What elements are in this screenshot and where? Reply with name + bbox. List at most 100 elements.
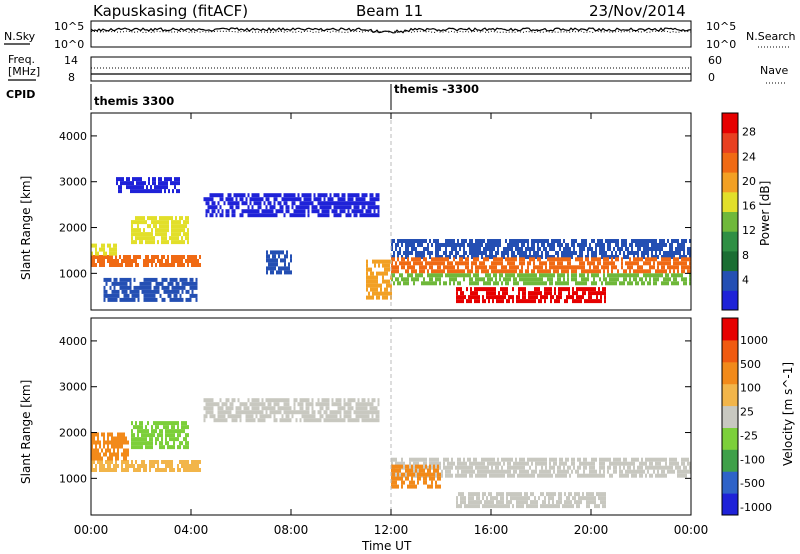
scatter-cell — [311, 205, 314, 210]
scatter-cell — [465, 461, 467, 466]
scatter-cell — [161, 421, 163, 426]
scatter-cell — [211, 402, 214, 407]
scatter-cell — [145, 293, 148, 298]
scatter-cell — [369, 209, 372, 214]
scatter-cell — [401, 277, 403, 282]
scatter-cell — [443, 251, 445, 255]
scatter-cell — [133, 240, 135, 245]
scatter-cell — [615, 461, 617, 466]
scatter-cell — [423, 269, 425, 274]
scatter-cell — [683, 277, 685, 282]
scatter-cell — [181, 297, 184, 302]
colorbar-tick-label: -500 — [740, 477, 765, 490]
scatter-cell — [540, 291, 542, 296]
scatter-cell — [401, 255, 403, 259]
scatter-cell — [97, 456, 99, 461]
scatter-cell — [537, 281, 539, 286]
scatter-cell — [629, 261, 631, 266]
scatter-cell — [154, 181, 156, 186]
scatter-cell — [685, 465, 687, 470]
scatter-cell — [491, 247, 493, 251]
scatter-cell — [561, 257, 563, 262]
scatter-cell — [579, 473, 581, 478]
scatter-cell — [483, 281, 485, 286]
scatter-cell — [597, 265, 599, 270]
scatter-cell — [615, 465, 617, 470]
scatter-cell — [539, 473, 541, 478]
scatter-cell — [587, 277, 589, 282]
scatter-cell — [311, 406, 314, 411]
scatter-cell — [494, 504, 496, 509]
scatter-cell — [506, 299, 508, 304]
scatter-cell — [557, 269, 559, 274]
scatter-cell — [257, 205, 260, 210]
scatter-cell — [215, 213, 218, 218]
scatter-cell — [524, 299, 526, 304]
scatter-cell — [105, 281, 108, 286]
scatter-cell — [121, 460, 123, 464]
scatter-cell — [407, 273, 409, 278]
scatter-cell — [175, 289, 178, 294]
scatter-cell — [251, 398, 254, 403]
scatter-cell — [635, 469, 637, 474]
scatter-cell — [467, 469, 469, 474]
scatter-cell — [497, 465, 499, 470]
scatter-cell — [529, 261, 531, 266]
scatter-cell — [377, 418, 380, 423]
scatter-cell — [429, 281, 431, 286]
scatter-cell — [151, 460, 153, 464]
scatter-cell — [554, 291, 556, 296]
scatter-cell — [503, 469, 505, 474]
scatter-cell — [189, 259, 191, 263]
scatter-cell — [433, 281, 435, 286]
scatter-cell — [677, 239, 679, 243]
scatter-cell — [529, 255, 531, 259]
scatter-cell — [439, 465, 441, 470]
scatter-cell — [515, 277, 517, 282]
scatter-cell — [117, 440, 119, 445]
scatter-cell — [157, 259, 159, 263]
scatter-cell — [651, 265, 653, 270]
scatter-cell — [555, 265, 557, 270]
scatter-cell — [161, 437, 163, 442]
scatter-cell — [429, 239, 431, 243]
scatter-cell — [245, 410, 248, 415]
scatter-cell — [474, 287, 476, 292]
scatter-cell — [464, 500, 466, 505]
scatter-cell — [113, 289, 116, 294]
scatter-cell — [533, 457, 535, 462]
scatter-cell — [272, 266, 274, 271]
scatter-cell — [603, 255, 605, 259]
scatter-cell — [179, 255, 181, 259]
scatter-cell — [127, 468, 129, 472]
scatter-cell — [599, 465, 601, 470]
scatter-cell — [147, 441, 149, 446]
scatter-cell — [331, 402, 334, 407]
scatter-cell — [355, 213, 358, 218]
scatter-cell — [599, 469, 601, 474]
scatter-cell — [543, 239, 545, 243]
scatter-cell — [281, 205, 284, 210]
scatter-cell — [455, 277, 457, 282]
scatter-cell — [478, 496, 480, 501]
scatter-cell — [247, 213, 250, 218]
scatter-cell — [377, 209, 380, 214]
scatter-cell — [540, 299, 542, 304]
scatter-cell — [295, 398, 298, 403]
scatter-cell — [128, 181, 130, 186]
scatter-cell — [271, 398, 274, 403]
scatter-cell — [609, 239, 611, 243]
scatter-cell — [456, 500, 458, 505]
scatter-cell — [467, 465, 469, 470]
scatter-cell — [574, 299, 576, 304]
scatter-cell — [153, 460, 155, 464]
scatter-cell — [679, 273, 681, 278]
scatter-cell — [417, 255, 419, 259]
scatter-cell — [497, 247, 499, 251]
scatter-cell — [653, 457, 655, 462]
scatter-cell — [269, 193, 272, 198]
scatter-cell — [187, 220, 189, 225]
scatter-cell — [595, 257, 597, 262]
scatter-cell — [641, 257, 643, 262]
scatter-cell — [160, 189, 162, 194]
